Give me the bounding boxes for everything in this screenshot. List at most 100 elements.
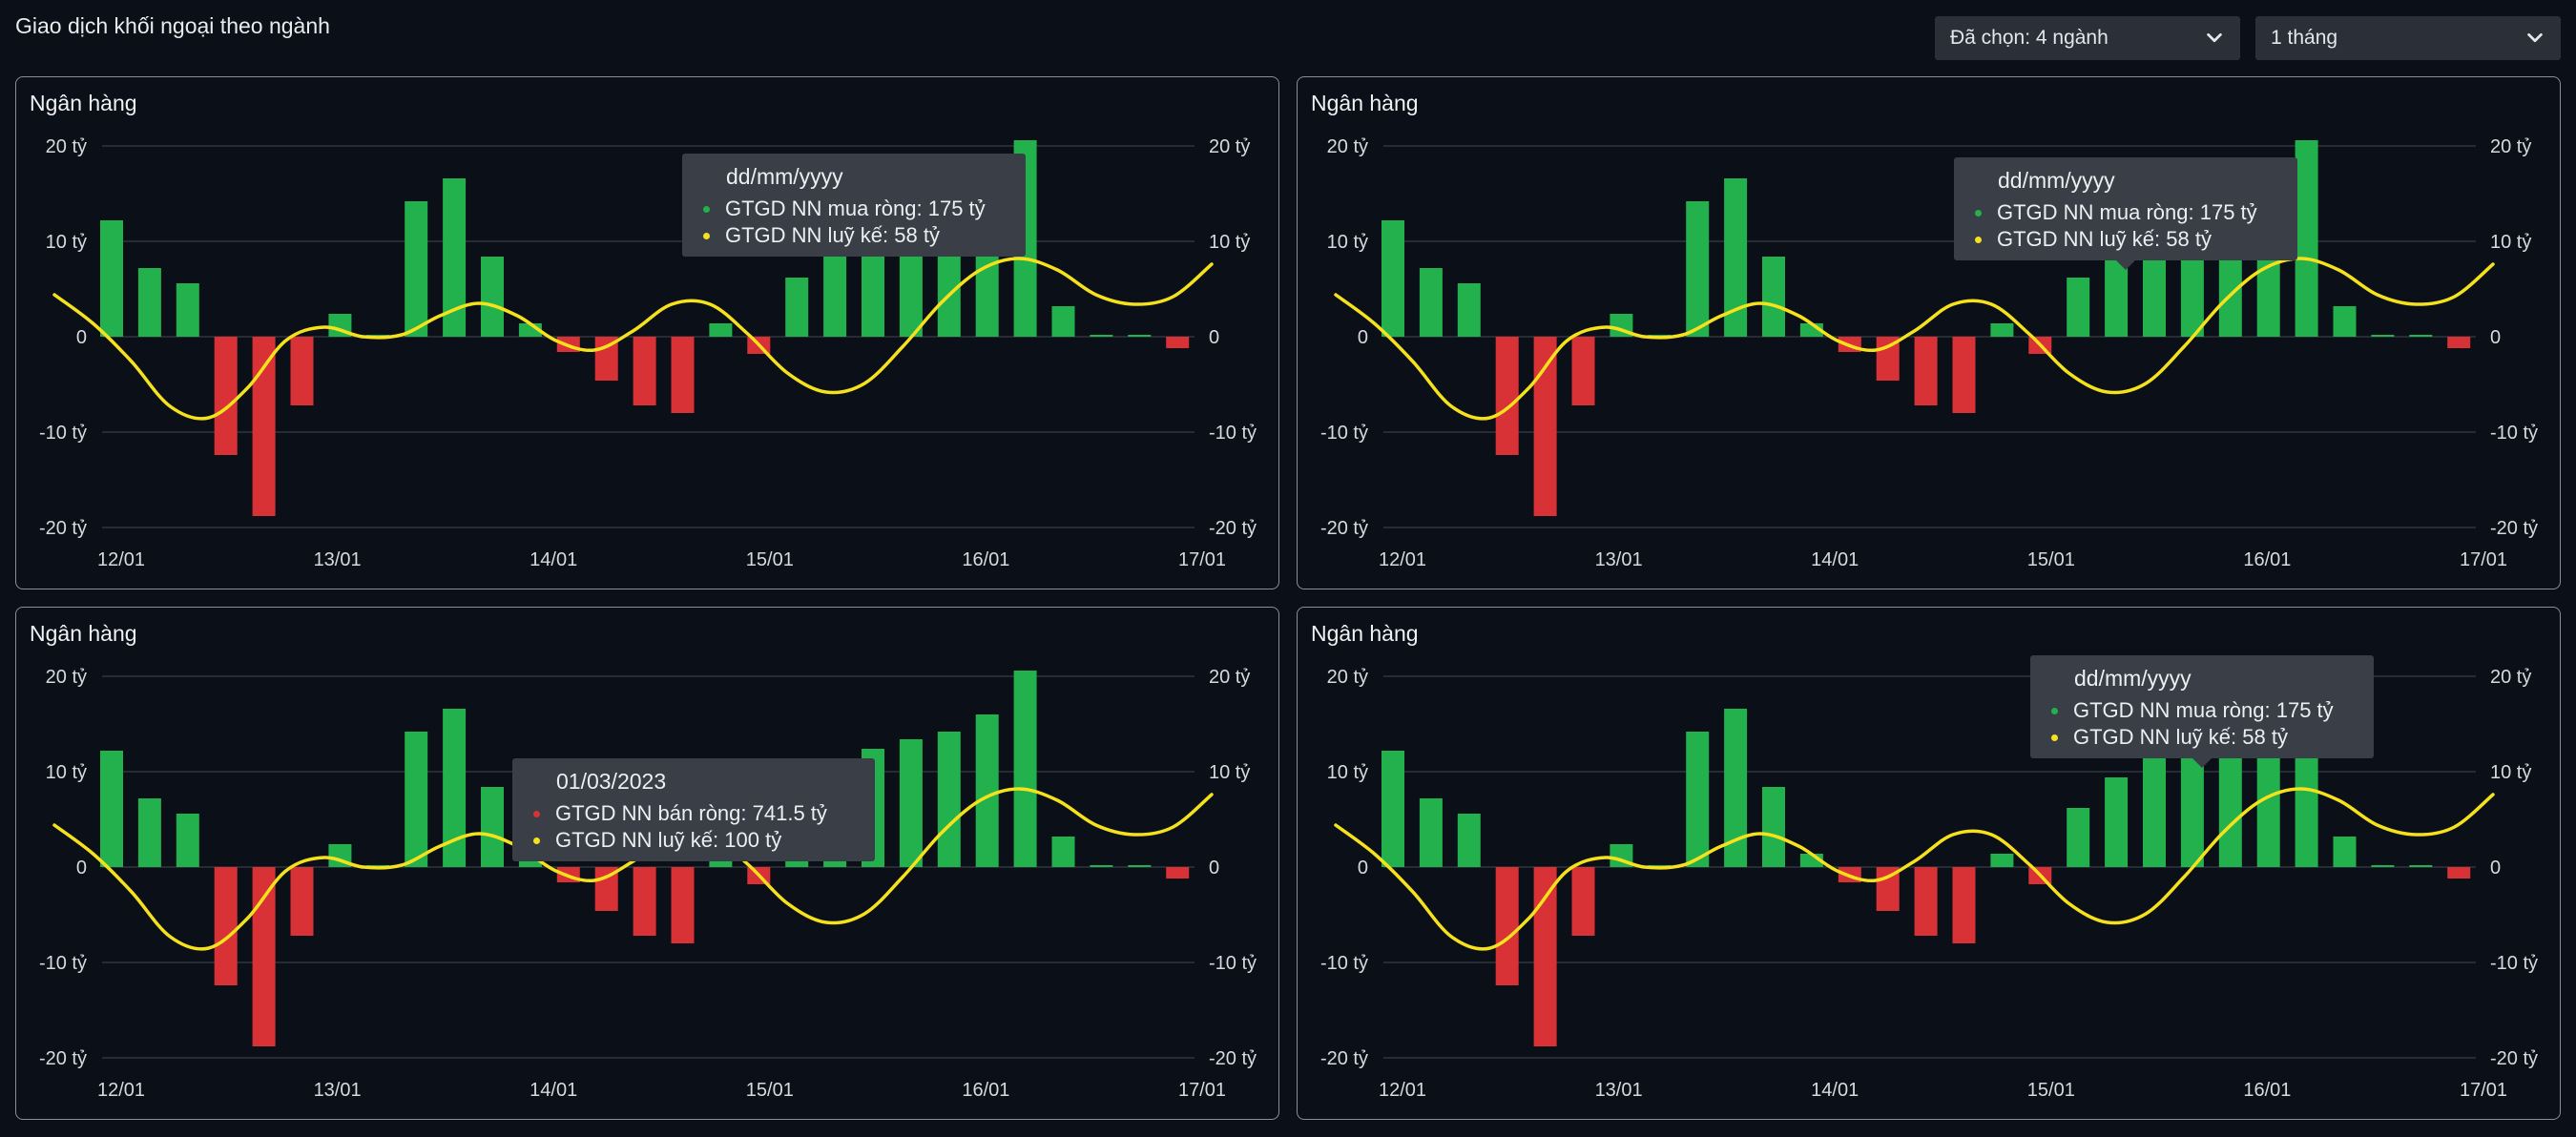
- cumulative-line[interactable]: [1334, 257, 2495, 421]
- bar[interactable]: [2333, 837, 2357, 867]
- bar[interactable]: [290, 867, 314, 936]
- bar[interactable]: [2067, 278, 2090, 337]
- bar[interactable]: [1686, 201, 1710, 337]
- bar[interactable]: [252, 337, 276, 516]
- bar[interactable]: [1762, 257, 1785, 337]
- bar[interactable]: [1457, 814, 1481, 867]
- tooltip-row-net: GTGD NN mua ròng: 175 tỷ: [1975, 199, 2282, 226]
- y-tick-left: 20 tỷ: [46, 136, 87, 157]
- y-tick-left: -10 tỷ: [1320, 423, 1368, 444]
- bar[interactable]: [1495, 337, 1519, 455]
- bar[interactable]: [252, 867, 276, 1046]
- bar[interactable]: [1457, 283, 1481, 337]
- y-tick-right: 10 tỷ: [2490, 232, 2531, 253]
- bar[interactable]: [785, 278, 809, 337]
- tooltip-row-net: GTGD NN mua ròng: 175 tỷ: [2051, 697, 2358, 724]
- bar[interactable]: [1419, 798, 1443, 867]
- chart-tooltip: dd/mm/yyyy GTGD NN mua ròng: 175 tỷ GTGD…: [682, 154, 1026, 257]
- bar[interactable]: [1051, 306, 1075, 337]
- bar[interactable]: [1013, 671, 1037, 867]
- bar[interactable]: [137, 798, 161, 867]
- period-select[interactable]: 1 tháng: [2255, 16, 2561, 60]
- bar[interactable]: [1533, 337, 1557, 516]
- bar[interactable]: [1686, 732, 1710, 867]
- x-tick-label: 14/01: [530, 1080, 577, 1101]
- bar[interactable]: [2333, 306, 2357, 337]
- bar[interactable]: [2447, 337, 2471, 348]
- bar[interactable]: [1166, 867, 1190, 879]
- x-tick-label: 15/01: [2027, 549, 2075, 570]
- bar[interactable]: [2447, 867, 2471, 879]
- chart-svg[interactable]: 20 tỷ 20 tỷ 10 tỷ 10 tỷ 0 0 -10 tỷ -10 tỷ -20 tỷ…: [1298, 77, 2562, 590]
- bar[interactable]: [214, 337, 238, 455]
- tooltip-date: 01/03/2023: [556, 769, 667, 794]
- bar[interactable]: [176, 814, 199, 867]
- bar[interactable]: [1571, 337, 1595, 405]
- bar[interactable]: [100, 220, 123, 337]
- bar[interactable]: [1571, 867, 1595, 936]
- bar[interactable]: [405, 201, 428, 337]
- bar[interactable]: [671, 867, 695, 943]
- bar[interactable]: [1914, 867, 1938, 936]
- bar[interactable]: [1952, 337, 1976, 413]
- bar[interactable]: [100, 751, 123, 867]
- bar[interactable]: [633, 867, 656, 936]
- bar[interactable]: [2409, 865, 2433, 867]
- cumulative-line[interactable]: [52, 257, 1214, 421]
- bar[interactable]: [1166, 337, 1190, 348]
- chart-svg[interactable]: 20 tỷ 20 tỷ 10 tỷ 10 tỷ 0 0 -10 tỷ -10 tỷ -20 tỷ…: [16, 608, 1280, 1121]
- bar[interactable]: [2295, 140, 2318, 337]
- bar[interactable]: [2371, 865, 2395, 867]
- bar[interactable]: [1533, 867, 1557, 1046]
- bar[interactable]: [1381, 220, 1404, 337]
- bar[interactable]: [1914, 337, 1938, 405]
- bar[interactable]: [1648, 865, 1672, 867]
- bar[interactable]: [1952, 867, 1976, 943]
- bar[interactable]: [1381, 751, 1404, 867]
- bar[interactable]: [709, 323, 733, 337]
- bar[interactable]: [1419, 268, 1443, 337]
- y-tick-right: 20 tỷ: [2490, 136, 2531, 157]
- bar[interactable]: [405, 732, 428, 867]
- bar[interactable]: [633, 337, 656, 405]
- bar[interactable]: [481, 257, 504, 337]
- bar[interactable]: [366, 335, 390, 337]
- bar[interactable]: [2143, 749, 2166, 867]
- bar[interactable]: [1990, 854, 2014, 867]
- bar[interactable]: [937, 732, 961, 867]
- chart-svg[interactable]: 20 tỷ 20 tỷ 10 tỷ 10 tỷ 0 0 -10 tỷ -10 tỷ -20 tỷ…: [16, 77, 1280, 590]
- bar[interactable]: [366, 865, 390, 867]
- bar[interactable]: [214, 867, 238, 985]
- cumulative-line[interactable]: [1334, 787, 2495, 951]
- bar[interactable]: [290, 337, 314, 405]
- bar[interactable]: [1090, 865, 1113, 867]
- bar[interactable]: [176, 283, 199, 337]
- bar[interactable]: [1128, 335, 1152, 337]
- bar[interactable]: [1051, 837, 1075, 867]
- sector-select[interactable]: Đã chọn: 4 ngành: [1935, 16, 2240, 60]
- bar[interactable]: [481, 787, 504, 867]
- y-tick-left: 0: [76, 858, 87, 879]
- bar[interactable]: [1762, 787, 1785, 867]
- bar[interactable]: [1990, 323, 2014, 337]
- bar[interactable]: [2067, 808, 2090, 867]
- bar[interactable]: [1090, 335, 1113, 337]
- y-tick-left: 0: [1358, 858, 1368, 879]
- bar[interactable]: [2409, 335, 2433, 337]
- bar[interactable]: [1128, 865, 1152, 867]
- tooltip-date: dd/mm/yyyy: [1998, 168, 2115, 193]
- y-tick-right: 20 tỷ: [1209, 667, 1250, 688]
- chart-tooltip: 01/03/2023 GTGD NN bán ròng: 741.5 tỷ GT…: [512, 758, 875, 861]
- bar[interactable]: [823, 247, 847, 337]
- bar[interactable]: [1495, 867, 1519, 985]
- bar[interactable]: [975, 714, 999, 867]
- bar[interactable]: [2371, 335, 2395, 337]
- bar[interactable]: [2105, 777, 2129, 867]
- cumulative-line[interactable]: [52, 787, 1214, 951]
- bar[interactable]: [1648, 335, 1672, 337]
- bar[interactable]: [671, 337, 695, 413]
- sector-select-value: Đã chọn: 4 ngành: [1950, 27, 2109, 49]
- panel-title: Ngân hàng: [1311, 91, 1419, 115]
- bar[interactable]: [899, 739, 923, 867]
- bar[interactable]: [137, 268, 161, 337]
